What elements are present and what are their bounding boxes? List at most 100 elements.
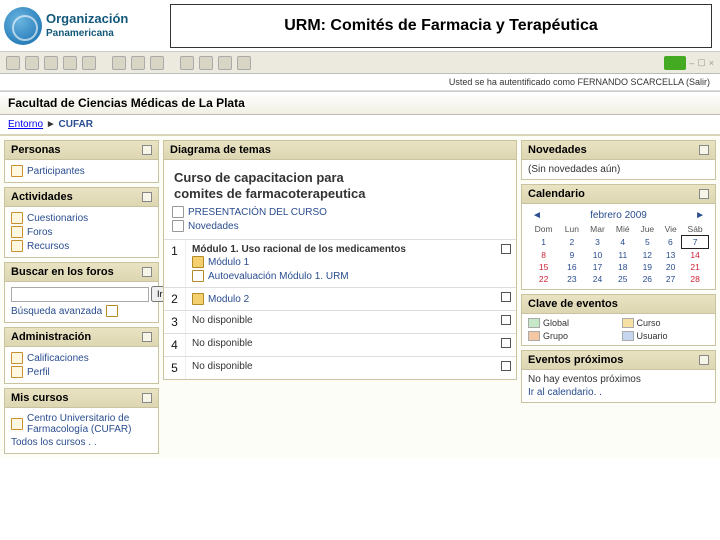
adv-search-link[interactable]: Búsqueda avanzada (11, 306, 102, 317)
collapse-icon[interactable] (142, 145, 152, 155)
cal-day[interactable]: 28 (682, 273, 709, 285)
collapse-icon[interactable] (142, 332, 152, 342)
forum-search-input[interactable] (11, 287, 149, 302)
list-item[interactable]: Novedades (188, 221, 239, 232)
window-min-icon[interactable]: – (689, 58, 694, 68)
collapse-icon[interactable] (699, 189, 709, 199)
topic-row: 4No disponible (164, 333, 516, 356)
tb-search-icon[interactable] (112, 56, 126, 70)
cal-next[interactable]: ► (695, 210, 705, 221)
doc-icon (172, 206, 184, 218)
list-item[interactable]: Perfil (27, 367, 50, 378)
flag-icon (664, 56, 686, 70)
cal-day[interactable]: 4 (610, 236, 635, 249)
collapse-icon[interactable] (699, 355, 709, 365)
list-item[interactable]: Modulo 2 (208, 294, 249, 305)
cal-day[interactable]: 24 (584, 273, 610, 285)
tb-mail-icon[interactable] (180, 56, 194, 70)
cal-day[interactable]: 6 (660, 236, 682, 249)
cal-day[interactable]: 2 (559, 236, 584, 249)
course-icon (11, 418, 23, 430)
cal-day[interactable]: 3 (584, 236, 610, 249)
diagram-title: Diagrama de temas (170, 144, 271, 156)
cal-month: febrero 2009 (590, 210, 647, 221)
list-item[interactable]: Recursos (27, 241, 69, 252)
org-line1: Organización (46, 12, 128, 25)
tb-stop-icon[interactable] (44, 56, 58, 70)
list-item[interactable]: Participantes (27, 166, 85, 177)
tb-fwd-icon[interactable] (25, 56, 39, 70)
topic-checkbox[interactable] (501, 361, 511, 371)
tb-msg-icon[interactable] (237, 56, 251, 70)
cal-day[interactable]: 19 (635, 261, 660, 273)
tb-hist-icon[interactable] (150, 56, 164, 70)
list-item[interactable]: Calificaciones (27, 353, 89, 364)
tb-print-icon[interactable] (199, 56, 213, 70)
tb-edit-icon[interactable] (218, 56, 232, 70)
tb-reload-icon[interactable] (63, 56, 77, 70)
browser-toolbar: – ▢ × (0, 52, 720, 74)
cal-day[interactable]: 11 (610, 249, 635, 262)
cal-day[interactable]: 15 (528, 261, 559, 273)
cal-day[interactable]: 20 (660, 261, 682, 273)
cal-day[interactable]: 9 (559, 249, 584, 262)
cal-day[interactable]: 25 (610, 273, 635, 285)
panel-clave: Clave de eventos GlobalCursoGrupoUsuario (521, 294, 716, 346)
list-item[interactable]: Cuestionarios (27, 213, 88, 224)
tb-back-icon[interactable] (6, 56, 20, 70)
help-icon[interactable] (106, 305, 118, 317)
topic-checkbox[interactable] (501, 292, 511, 302)
cal-day[interactable]: 27 (660, 273, 682, 285)
breadcrumb: Entorno ► CUFAR (0, 115, 720, 136)
window-close-icon[interactable]: × (709, 58, 714, 68)
collapse-icon[interactable] (699, 145, 709, 155)
panel-diagrama: Diagrama de temas Curso de capacitacion … (163, 140, 517, 380)
cal-day[interactable]: 17 (584, 261, 610, 273)
collapse-icon[interactable] (142, 393, 152, 403)
cal-day[interactable]: 16 (559, 261, 584, 273)
event-key: Usuario (622, 331, 710, 341)
cal-day[interactable]: 5 (635, 236, 660, 249)
novedades-empty: (Sin novedades aún) (528, 164, 620, 175)
key-swatch (622, 318, 634, 328)
list-item[interactable]: PRESENTACIÓN DEL CURSO (188, 207, 327, 218)
q-icon (192, 270, 204, 282)
auth-line: Usted se ha autentificado como FERNANDO … (0, 74, 720, 91)
proximos-empty: No hay eventos próximos (528, 374, 709, 385)
list-item[interactable]: Foros (27, 227, 53, 238)
tb-home-icon[interactable] (82, 56, 96, 70)
goto-calendar-link[interactable]: Ir al calendario. . (528, 387, 602, 398)
doc-icon (172, 220, 184, 232)
crumb-root[interactable]: Entorno (8, 119, 43, 130)
course-cufar-link[interactable]: Centro Universitario de Farmacología (CU… (27, 413, 152, 435)
list-item[interactable]: Módulo 1 (208, 257, 249, 268)
window-max-icon[interactable]: ▢ (697, 57, 706, 68)
cal-day[interactable]: 14 (682, 249, 709, 262)
cal-day[interactable]: 10 (584, 249, 610, 262)
cal-prev[interactable]: ◄ (532, 210, 542, 221)
cal-day[interactable]: 13 (660, 249, 682, 262)
cal-day[interactable]: 22 (528, 273, 559, 285)
topic-title: No disponible (192, 315, 490, 326)
clave-title: Clave de eventos (528, 298, 618, 310)
tb-fav-icon[interactable] (131, 56, 145, 70)
org-line2: Panamericana (46, 28, 114, 39)
collapse-icon[interactable] (142, 192, 152, 202)
topic-checkbox[interactable] (501, 338, 511, 348)
cal-day[interactable]: 21 (682, 261, 709, 273)
cal-day[interactable]: 8 (528, 249, 559, 262)
topic-checkbox[interactable] (501, 315, 511, 325)
cal-day[interactable]: 18 (610, 261, 635, 273)
item-icon (11, 226, 23, 238)
cal-day[interactable]: 12 (635, 249, 660, 262)
panel-miscursos-title: Mis cursos (11, 392, 68, 404)
list-item[interactable]: Autoevaluación Módulo 1. URM (208, 271, 349, 282)
collapse-icon[interactable] (142, 267, 152, 277)
cal-day[interactable]: 1 (528, 236, 559, 249)
topic-checkbox[interactable] (501, 244, 511, 254)
cal-day[interactable]: 23 (559, 273, 584, 285)
cal-day[interactable]: 7 (682, 236, 709, 249)
cal-day[interactable]: 26 (635, 273, 660, 285)
key-swatch (622, 331, 634, 341)
all-courses-link[interactable]: Todos los cursos . . (11, 437, 97, 448)
